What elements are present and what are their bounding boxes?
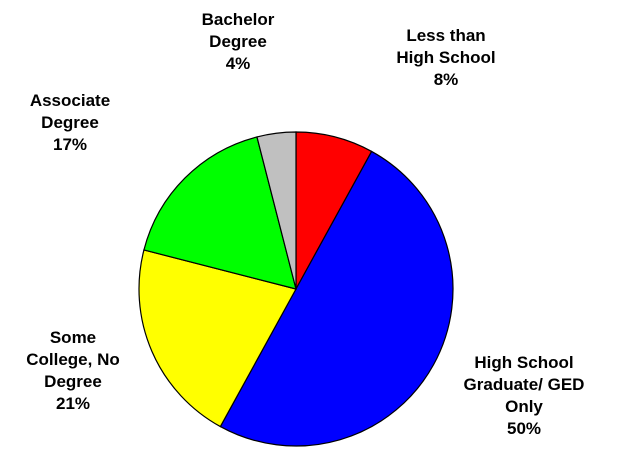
pie-category-label-line: Less than [406, 26, 485, 45]
pie-category-label-line: High School [396, 48, 495, 67]
pie-label-associate-degree: Associate Degree 17% [30, 91, 110, 154]
pie-category-label-line: Associate [30, 91, 110, 110]
pie-category-label-line: Some [50, 328, 96, 347]
pie-category-label-line: Degree [41, 113, 99, 132]
pie-label-high-school-graduate-ged-only: High School Graduate/ GED Only 50% [464, 353, 585, 438]
pie-slice-some-college-no-degree [138, 249, 297, 428]
pie-slice-associate-degree [143, 136, 297, 290]
pie-category-label-line: Graduate/ GED [464, 375, 585, 394]
pie-label-some-college-no-degree: Some College, No Degree 21% [26, 328, 120, 413]
pie-category-label-line: College, No [26, 350, 120, 369]
pie-value-label: 50% [507, 419, 541, 438]
pie-label-less-than-high-school: Less than High School 8% [396, 26, 495, 89]
pie-category-label-line: High School [474, 353, 573, 372]
pie-category-label-line: Degree [44, 372, 102, 391]
pie-category-label-line: Degree [209, 32, 267, 51]
pie-labels: Less than High School 8% High School Graduat… [26, 10, 584, 438]
pie-category-label-line: Only [505, 397, 543, 416]
pie-value-label: 4% [226, 54, 251, 73]
pie-value-label: 8% [434, 70, 459, 89]
pie-slice-bachelor-degree [256, 131, 297, 290]
pie-category-label-line: Bachelor [202, 10, 275, 29]
pie-value-label: 21% [56, 394, 90, 413]
pie-slices [138, 131, 454, 447]
pie-label-bachelor-degree: Bachelor Degree 4% [202, 10, 275, 73]
pie-value-label: 17% [53, 135, 87, 154]
pie-slice-high-school-graduate-ged-only [219, 150, 454, 447]
